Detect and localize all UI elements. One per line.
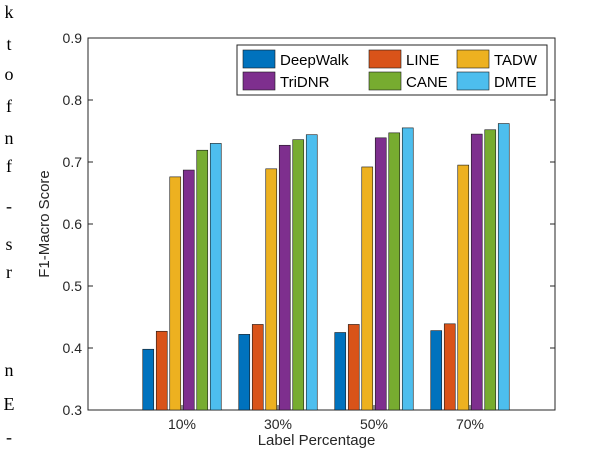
- legend-label-deepwalk: DeepWalk: [280, 52, 349, 69]
- x-tick-label: 50%: [360, 416, 388, 432]
- bar-cane-50pct: [388, 132, 401, 411]
- plot-area: 0.3 0.4 0.5 0.6 0.7 0.8 0.9 10% 30% 50% 70%: [63, 30, 556, 432]
- bar-dmte-30pct: [305, 134, 318, 411]
- side-text-fragment: -: [6, 196, 12, 216]
- x-tick-label: 30%: [264, 416, 292, 432]
- legend-label-tridnr: TriDNR: [280, 74, 330, 91]
- legend-swatch-dmte: [456, 71, 490, 91]
- bar-line-50pct: [347, 324, 360, 411]
- side-text-fragment: -: [6, 427, 12, 447]
- bar-deepwalk-50pct: [334, 332, 347, 411]
- bar-tridnr-30pct: [278, 144, 291, 411]
- bar-tadw-50pct: [361, 166, 374, 411]
- legend: DeepWalk LINE TADW TriDNR CANE DMTE: [236, 44, 548, 96]
- legend-swatch-tadw: [456, 49, 490, 69]
- legend-label-cane: CANE: [406, 74, 448, 91]
- bar-tridnr-10pct: [182, 169, 195, 411]
- side-text-fragment: r: [6, 262, 12, 282]
- bar-dmte-70pct: [497, 123, 510, 411]
- bar-deepwalk-10pct: [142, 348, 155, 411]
- side-text-fragment: t: [6, 34, 11, 54]
- side-text-fragment: k: [5, 2, 14, 22]
- x-tick-label: 70%: [456, 416, 484, 432]
- bar-deepwalk-70pct: [430, 330, 443, 411]
- bar-line-30pct: [251, 324, 264, 411]
- bar-dmte-10pct: [209, 143, 222, 411]
- bar-cane-70pct: [484, 129, 497, 411]
- y-tick-label: 0.3: [63, 402, 83, 418]
- bar-dmte-50pct: [401, 127, 414, 411]
- bar-line-70pct: [443, 323, 456, 411]
- side-text-fragment: s: [5, 234, 12, 254]
- y-tick-label: 0.7: [63, 154, 83, 170]
- side-text-fragment: f: [6, 156, 12, 176]
- bar-cane-10pct: [196, 149, 209, 411]
- y-tick-label: 0.5: [63, 278, 83, 294]
- side-text-fragment: n: [5, 360, 14, 380]
- bar-tridnr-50pct: [374, 137, 387, 411]
- legend-label-dmte: DMTE: [494, 74, 537, 91]
- side-text-fragment: f: [6, 96, 12, 116]
- side-text-fragment: E: [4, 394, 15, 414]
- x-tick-label: 10%: [168, 416, 196, 432]
- legend-swatch-cane: [368, 71, 402, 91]
- bar-tadw-70pct: [457, 164, 470, 411]
- y-axis-label: F1-Macro Score: [36, 170, 53, 278]
- legend-swatch-deepwalk: [242, 49, 276, 69]
- legend-label-tadw: TADW: [494, 52, 538, 69]
- y-tick-label: 0.8: [63, 92, 83, 108]
- legend-swatch-line: [368, 49, 402, 69]
- bar-tridnr-70pct: [470, 133, 483, 411]
- bar-deepwalk-30pct: [238, 334, 251, 411]
- legend-swatch-tridnr: [242, 71, 276, 91]
- y-tick-label: 0.6: [63, 216, 83, 232]
- y-tick-label: 0.4: [63, 340, 83, 356]
- y-tick-label: 0.9: [63, 30, 83, 46]
- bar-cane-30pct: [292, 139, 305, 411]
- legend-label-line: LINE: [406, 52, 439, 69]
- bar-line-10pct: [155, 330, 168, 411]
- side-text-fragment: n: [5, 128, 14, 148]
- bar-tadw-30pct: [265, 168, 278, 411]
- side-text-fragment: o: [5, 64, 14, 84]
- x-axis-label: Label Percentage: [258, 432, 376, 449]
- bar-tadw-10pct: [169, 176, 182, 411]
